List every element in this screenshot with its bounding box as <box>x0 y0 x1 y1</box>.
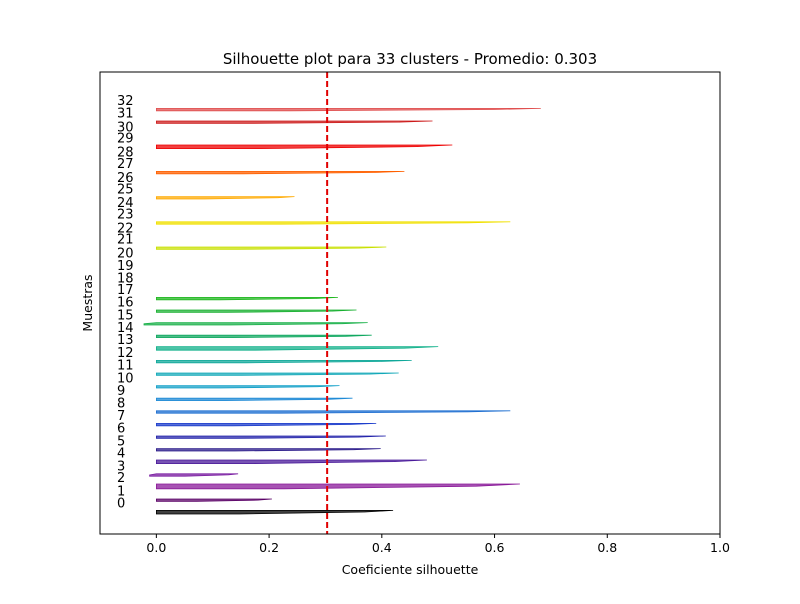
cluster-label-18: 18 <box>117 272 134 287</box>
silhouette-cluster-32 <box>155 108 541 112</box>
cluster-label-2: 2 <box>117 471 125 486</box>
silhouette-cluster-14 <box>155 334 372 339</box>
silhouette-cluster-9 <box>155 397 353 402</box>
cluster-label-19: 19 <box>117 259 134 274</box>
silhouette-cluster-23 <box>155 221 511 225</box>
cluster-label-1: 1 <box>117 485 125 500</box>
cluster-label-23: 23 <box>117 208 134 223</box>
x-tick-label-0.8: 0.8 <box>597 540 617 555</box>
cluster-label-21: 21 <box>117 233 134 248</box>
cluster-label-17: 17 <box>117 283 134 298</box>
cluster-label-3: 3 <box>117 460 125 475</box>
cluster-label-7: 7 <box>117 409 125 424</box>
cluster-label-15: 15 <box>117 308 134 323</box>
cluster-label-13: 13 <box>117 333 134 348</box>
silhouette-cluster-6 <box>155 435 386 439</box>
silhouette-cluster-29 <box>155 144 453 150</box>
silhouette-cluster-10 <box>155 385 340 389</box>
silhouette-cluster-13 <box>155 346 439 351</box>
cluster-label-5: 5 <box>117 434 125 449</box>
cluster-label-16: 16 <box>117 296 134 311</box>
x-tick-label-0.4: 0.4 <box>372 540 392 555</box>
silhouette-cluster-3 <box>149 473 239 477</box>
cluster-label-31: 31 <box>117 107 134 122</box>
silhouette-cluster-15 <box>143 322 368 326</box>
cluster-label-24: 24 <box>117 196 134 211</box>
silhouette-cluster-1 <box>155 498 272 502</box>
cluster-label-25: 25 <box>117 182 134 197</box>
silhouette-cluster-8 <box>155 410 511 414</box>
y-axis-title: Muestras <box>80 274 95 331</box>
x-axis-title: Coeficiente silhouette <box>342 562 479 577</box>
cluster-label-9: 9 <box>117 384 125 399</box>
x-tick-label-0.0: 0.0 <box>146 540 166 555</box>
cluster-label-10: 10 <box>117 371 134 386</box>
x-tick-label-0.2: 0.2 <box>259 540 279 555</box>
cluster-label-20: 20 <box>117 247 134 262</box>
cluster-label-8: 8 <box>117 397 125 412</box>
silhouette-cluster-2 <box>155 483 520 490</box>
cluster-label-6: 6 <box>117 422 125 437</box>
silhouette-cluster-0 <box>155 509 394 515</box>
silhouette-cluster-31 <box>155 120 433 124</box>
silhouette-cluster-4 <box>155 459 427 465</box>
silhouette-cluster-12 <box>155 359 412 364</box>
x-tick-label-1.0: 1.0 <box>710 540 730 555</box>
silhouette-cluster-7 <box>155 422 377 427</box>
cluster-label-26: 26 <box>117 171 134 186</box>
cluster-label-32: 32 <box>117 94 134 109</box>
cluster-label-29: 29 <box>117 131 134 146</box>
cluster-label-11: 11 <box>117 359 134 374</box>
silhouette-cluster-27 <box>155 170 405 175</box>
silhouette-cluster-5 <box>155 448 381 452</box>
cluster-label-28: 28 <box>117 146 134 161</box>
plot-frame <box>99 71 721 535</box>
cluster-label-0: 0 <box>117 497 125 512</box>
cluster-label-12: 12 <box>117 346 134 361</box>
cluster-labels-layer: 0123456789101112131415161718192021222324… <box>117 94 134 512</box>
silhouette-cluster-16 <box>155 309 357 313</box>
x-axis-ticks: 0.0 0.2 0.4 0.6 0.8 1.0 <box>146 534 730 555</box>
cluster-label-27: 27 <box>117 157 134 172</box>
silhouette-cluster-25 <box>155 196 295 200</box>
silhouette-cluster-11 <box>155 372 399 376</box>
cluster-label-22: 22 <box>117 221 134 236</box>
silhouette-cluster-17 <box>155 296 338 301</box>
cluster-label-4: 4 <box>117 446 125 461</box>
cluster-label-30: 30 <box>117 121 134 136</box>
x-tick-label-0.6: 0.6 <box>485 540 505 555</box>
silhouette-cluster-21 <box>155 246 387 250</box>
cluster-label-14: 14 <box>117 321 134 336</box>
clusters-layer <box>143 108 541 515</box>
chart-title: Silhouette plot para 33 clusters - Prome… <box>223 50 597 68</box>
